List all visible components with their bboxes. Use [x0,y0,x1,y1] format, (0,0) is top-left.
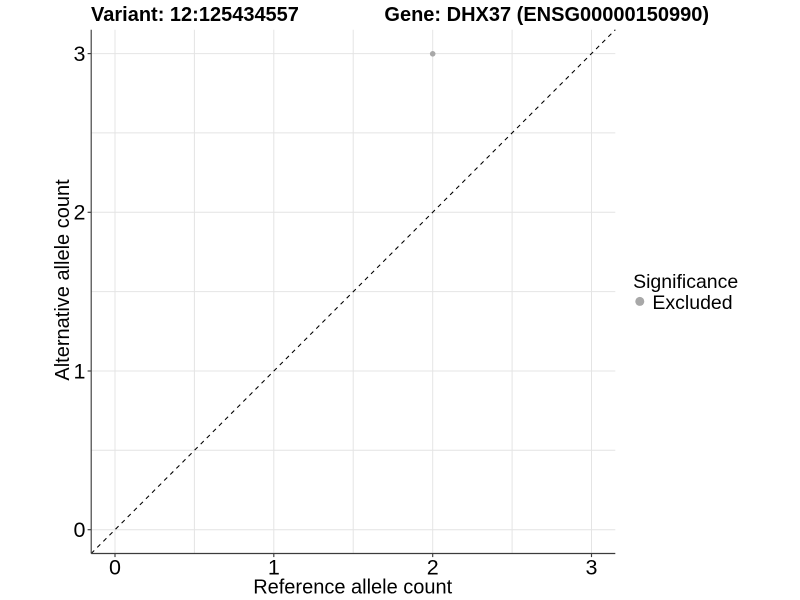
svg-text:Variant: 12:125434557: Variant: 12:125434557 [91,4,299,26]
svg-text:1: 1 [74,359,86,383]
svg-text:3: 3 [586,555,598,579]
svg-text:Reference allele count: Reference allele count [253,577,452,599]
svg-text:1: 1 [268,555,280,579]
svg-text:0: 0 [74,518,86,542]
svg-text:Excluded: Excluded [652,292,732,314]
svg-text:3: 3 [74,42,86,66]
svg-text:Significance: Significance [633,271,738,293]
svg-text:2: 2 [427,555,439,579]
svg-text:0: 0 [109,555,121,579]
svg-text:Gene: DHX37 (ENSG00000150990): Gene: DHX37 (ENSG00000150990) [384,4,709,26]
svg-text:2: 2 [74,201,86,225]
svg-text:Alternative allele count: Alternative allele count [52,179,74,381]
